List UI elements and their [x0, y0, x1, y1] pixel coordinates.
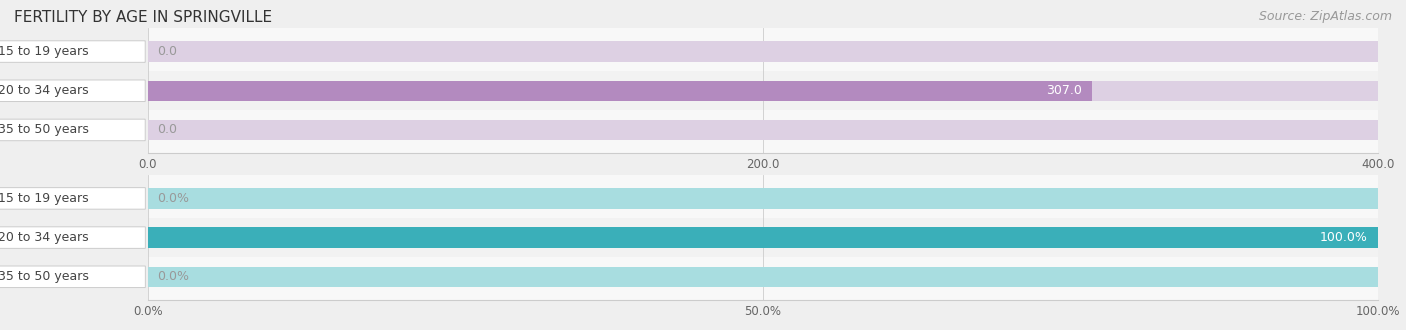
Bar [148, 71, 1378, 110]
FancyBboxPatch shape [0, 188, 145, 209]
Text: 35 to 50 years: 35 to 50 years [0, 270, 89, 283]
Bar [148, 81, 1092, 101]
FancyBboxPatch shape [0, 266, 145, 287]
Bar [148, 227, 1378, 248]
Text: 15 to 19 years: 15 to 19 years [0, 45, 89, 58]
Bar [148, 110, 1378, 149]
Text: 0.0%: 0.0% [157, 270, 190, 283]
Bar [148, 267, 1378, 287]
Bar [148, 218, 1378, 257]
Text: 100.0%: 100.0% [1320, 231, 1368, 244]
Text: 0.0%: 0.0% [157, 192, 190, 205]
Text: 15 to 19 years: 15 to 19 years [0, 192, 89, 205]
FancyBboxPatch shape [0, 80, 145, 102]
Bar [148, 188, 1378, 209]
Text: 0.0: 0.0 [157, 45, 177, 58]
FancyBboxPatch shape [0, 119, 145, 141]
Text: 20 to 34 years: 20 to 34 years [0, 84, 89, 97]
Bar [148, 227, 1378, 248]
Bar [148, 120, 1378, 140]
Bar [148, 41, 1378, 62]
Text: 20 to 34 years: 20 to 34 years [0, 231, 89, 244]
Text: Source: ZipAtlas.com: Source: ZipAtlas.com [1258, 10, 1392, 23]
Bar [148, 257, 1378, 296]
Text: 0.0: 0.0 [157, 123, 177, 136]
Bar [148, 179, 1378, 218]
Bar [148, 81, 1378, 101]
Bar [148, 32, 1378, 71]
FancyBboxPatch shape [0, 41, 145, 62]
FancyBboxPatch shape [0, 227, 145, 248]
Text: 307.0: 307.0 [1046, 84, 1083, 97]
Text: FERTILITY BY AGE IN SPRINGVILLE: FERTILITY BY AGE IN SPRINGVILLE [14, 10, 273, 25]
Text: 35 to 50 years: 35 to 50 years [0, 123, 89, 136]
